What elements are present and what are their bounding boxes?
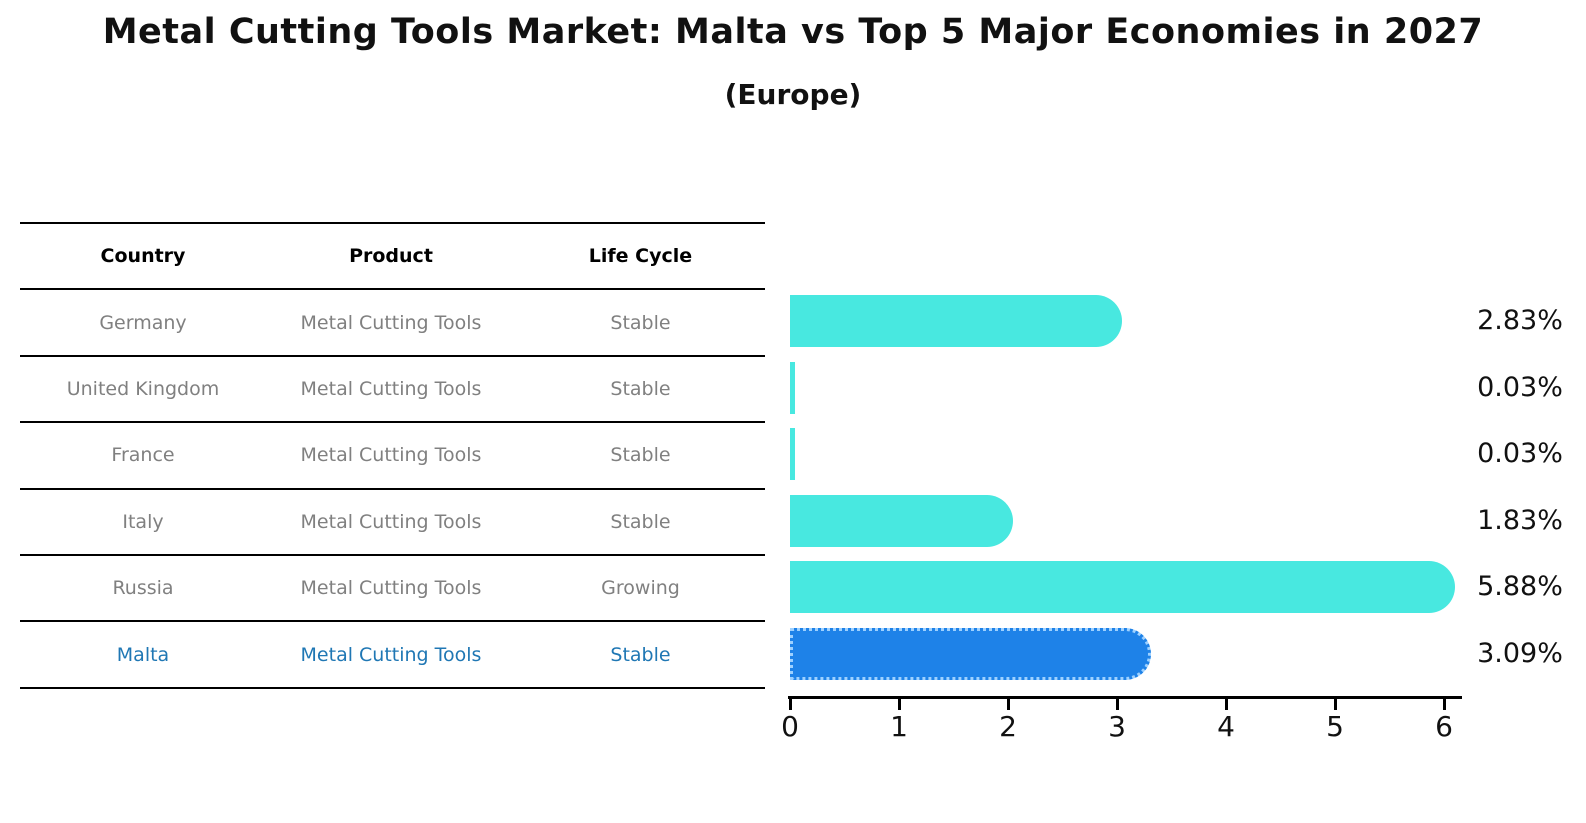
table-row: France Metal Cutting Tools Stable bbox=[20, 423, 765, 490]
cell-country: Russia bbox=[112, 577, 174, 600]
cell-product: Metal Cutting Tools bbox=[300, 577, 482, 600]
value-label-column: 2.83% 0.03% 0.03% 1.83% 5.88% 3.09% bbox=[1462, 288, 1578, 687]
cell-country: United Kingdom bbox=[66, 377, 220, 400]
bar-france bbox=[790, 428, 795, 480]
table-row: Russia Metal Cutting Tools Growing bbox=[20, 556, 765, 623]
cell-country: France bbox=[111, 444, 175, 467]
x-axis-tick bbox=[1443, 699, 1446, 710]
cell-country: Malta bbox=[116, 643, 170, 666]
table-row: United Kingdom Metal Cutting Tools Stabl… bbox=[20, 357, 765, 424]
bar-band bbox=[790, 621, 1470, 688]
column-header-country: Country bbox=[100, 245, 186, 268]
x-axis-tick-label: 5 bbox=[1326, 710, 1344, 743]
cell-product: Metal Cutting Tools bbox=[300, 444, 482, 467]
cell-country: Italy bbox=[122, 510, 164, 533]
x-axis-tick bbox=[1007, 699, 1010, 710]
bar-germany bbox=[790, 295, 1123, 347]
cell-life-cycle: Stable bbox=[610, 444, 671, 467]
value-label: 3.09% bbox=[1477, 637, 1563, 669]
column-header-life-cycle: Life Cycle bbox=[588, 245, 693, 268]
cell-country: Germany bbox=[99, 311, 187, 334]
cell-product: Metal Cutting Tools bbox=[300, 377, 482, 400]
table-row: Malta Metal Cutting Tools Stable bbox=[20, 622, 765, 689]
bar-united-kingdom bbox=[790, 361, 795, 414]
cell-life-cycle: Stable bbox=[610, 643, 671, 666]
x-axis-tick-label: 2 bbox=[999, 710, 1017, 743]
table-header-row: Country Product Life Cycle bbox=[20, 222, 765, 291]
x-axis-tick-label: 1 bbox=[890, 710, 908, 743]
chart-subtitle: (Europe) bbox=[724, 78, 862, 111]
x-axis-tick-label: 6 bbox=[1435, 710, 1453, 743]
bar-russia bbox=[790, 561, 1455, 613]
bar-band bbox=[790, 288, 1470, 355]
x-axis-tick bbox=[1334, 699, 1337, 710]
table-row: Italy Metal Cutting Tools Stable bbox=[20, 490, 765, 556]
bar-malta bbox=[790, 627, 1151, 680]
bar-band bbox=[790, 421, 1470, 488]
bar-band bbox=[790, 554, 1470, 621]
bar-band bbox=[790, 488, 1470, 555]
value-label: 5.88% bbox=[1477, 571, 1563, 602]
cell-life-cycle: Growing bbox=[601, 577, 680, 600]
cell-life-cycle: Stable bbox=[610, 510, 671, 533]
value-label: 2.83% bbox=[1477, 305, 1563, 336]
value-label: 0.03% bbox=[1477, 371, 1563, 403]
x-axis-tick bbox=[1225, 699, 1228, 710]
cell-product: Metal Cutting Tools bbox=[300, 311, 482, 334]
table-row: Germany Metal Cutting Tools Stable bbox=[20, 290, 765, 357]
cell-life-cycle: Stable bbox=[610, 311, 671, 334]
x-axis-tick bbox=[898, 699, 901, 710]
bar-chart bbox=[790, 288, 1470, 688]
x-axis-line bbox=[788, 696, 1462, 699]
x-axis-tick-label: 3 bbox=[1108, 710, 1126, 743]
cell-life-cycle: Stable bbox=[610, 377, 671, 400]
x-axis-tick bbox=[1116, 699, 1119, 710]
value-label: 0.03% bbox=[1477, 438, 1563, 469]
cell-product: Metal Cutting Tools bbox=[300, 643, 482, 666]
x-axis-tick-label: 4 bbox=[1217, 710, 1235, 743]
cell-product: Metal Cutting Tools bbox=[300, 510, 482, 533]
bar-band bbox=[790, 355, 1470, 422]
value-label: 1.83% bbox=[1477, 504, 1563, 536]
bar-italy bbox=[790, 494, 1014, 547]
x-axis-tick-label: 0 bbox=[781, 710, 799, 743]
column-header-product: Product bbox=[349, 245, 433, 268]
x-axis-tick bbox=[789, 699, 792, 710]
chart-title: Metal Cutting Tools Market: Malta vs Top… bbox=[102, 12, 1484, 52]
country-table: Country Product Life Cycle Germany Metal… bbox=[20, 222, 765, 689]
